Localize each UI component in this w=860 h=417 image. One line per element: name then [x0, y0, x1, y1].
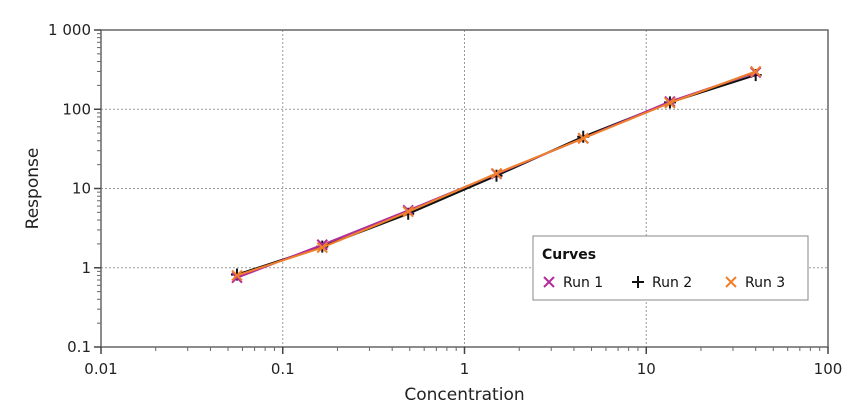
data-point-run-3 — [316, 241, 328, 254]
axis-ticks: 0.01 0.1 1 10 100 0.1 1 10 100 1 000 — [48, 21, 842, 378]
data-point-run-3 — [231, 269, 243, 282]
legend-marker-run-2 — [632, 276, 644, 288]
marker-stroke — [725, 276, 737, 288]
legend-items: Run 1 Run 2 Run 3 — [543, 275, 785, 291]
y-tick-label: 1 — [81, 259, 91, 277]
y-tick-label: 10 — [72, 180, 91, 198]
data-point-run-3 — [664, 97, 676, 109]
marker-stroke — [316, 241, 328, 254]
legend-marker-run-1 — [543, 276, 555, 288]
y-tick-label: 100 — [62, 100, 91, 118]
legend-label-run-2: Run 2 — [652, 275, 692, 291]
marker-stroke — [664, 97, 676, 109]
x-tick-label: 0.01 — [84, 360, 117, 378]
legend-marker-run-3 — [725, 276, 737, 288]
data-point-run-3 — [577, 132, 589, 145]
legend: Curves Run 1 Run 2 Run 3 — [532, 235, 809, 301]
y-tick-label: 1 000 — [48, 21, 91, 39]
x-axis-label: Concentration — [404, 385, 524, 405]
series-layer — [230, 65, 762, 284]
marker-stroke — [577, 132, 589, 145]
x-tick-label: 1 — [460, 360, 470, 378]
legend-label-run-1: Run 1 — [563, 275, 603, 291]
x-tick-label: 100 — [814, 360, 843, 378]
legend-title: Curves — [542, 247, 596, 263]
data-point-run-3 — [490, 167, 503, 180]
x-tick-label: 0.1 — [271, 360, 295, 378]
marker-stroke — [490, 167, 503, 180]
data-point-run-3 — [749, 65, 762, 78]
y-tick-label: 0.1 — [67, 338, 91, 356]
x-tick-label: 10 — [637, 360, 656, 378]
marker-stroke — [231, 269, 243, 282]
legend-box — [532, 235, 809, 301]
series-run-3 — [231, 65, 762, 282]
marker-stroke — [402, 205, 414, 218]
legend-label-run-3: Run 3 — [745, 275, 785, 291]
marker-stroke — [749, 65, 762, 78]
y-axis-label: Response — [23, 148, 43, 230]
data-point-run-3 — [402, 205, 414, 218]
marker-stroke — [543, 276, 555, 288]
